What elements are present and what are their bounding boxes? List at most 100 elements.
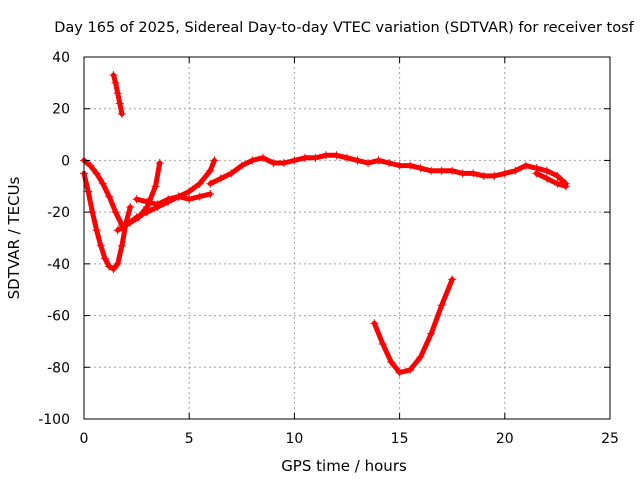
data-point bbox=[437, 301, 446, 310]
x-tick-label: 5 bbox=[185, 431, 194, 447]
data-point bbox=[151, 182, 160, 191]
data-point bbox=[458, 169, 467, 178]
y-tick-label: -60 bbox=[47, 309, 70, 325]
data-point bbox=[532, 169, 541, 178]
data-point bbox=[290, 156, 299, 165]
data-point bbox=[311, 153, 320, 162]
y-tick-label: -100 bbox=[38, 412, 70, 428]
data-point bbox=[126, 202, 135, 211]
y-tick-label: -40 bbox=[47, 257, 70, 273]
data-point bbox=[143, 208, 152, 217]
x-tick-label: 15 bbox=[391, 431, 409, 447]
x-tick-label: 25 bbox=[601, 431, 619, 447]
x-axis-label: GPS time / hours bbox=[281, 457, 407, 475]
data-point bbox=[117, 109, 126, 118]
data-point bbox=[279, 159, 288, 168]
data-point bbox=[542, 166, 551, 175]
data-point bbox=[500, 169, 509, 178]
data-point bbox=[143, 197, 152, 206]
data-point bbox=[542, 174, 551, 183]
x-tick-label: 0 bbox=[80, 431, 89, 447]
series-arc-7 bbox=[206, 151, 570, 188]
series-arc-8 bbox=[532, 169, 570, 191]
y-tick-label: -80 bbox=[47, 360, 70, 376]
x-tick-label: 20 bbox=[496, 431, 514, 447]
data-point bbox=[86, 161, 95, 170]
series-line bbox=[533, 170, 569, 189]
y-tick-label: 40 bbox=[52, 50, 70, 66]
data-point bbox=[387, 358, 396, 367]
data-point bbox=[427, 166, 436, 175]
axis-ticks bbox=[83, 56, 611, 420]
data-point bbox=[521, 161, 530, 170]
y-tick-label: 0 bbox=[61, 153, 70, 169]
data-point bbox=[105, 192, 114, 201]
data-point bbox=[111, 208, 120, 217]
data-point bbox=[132, 195, 141, 204]
data-point bbox=[490, 171, 499, 180]
data-point bbox=[374, 156, 383, 165]
data-point bbox=[122, 221, 131, 230]
data-point bbox=[353, 156, 362, 165]
data-point bbox=[115, 99, 124, 108]
data-point bbox=[216, 174, 225, 183]
grid bbox=[83, 56, 611, 420]
y-axis-label: SDTVAR / TECUs bbox=[5, 176, 23, 299]
x-tick-label: 10 bbox=[285, 431, 303, 447]
y-tick-labels: 40 20 0 -20 -40 -60 -80 -100 bbox=[38, 50, 70, 428]
data-point bbox=[321, 151, 330, 160]
data-point bbox=[553, 179, 562, 188]
data-point bbox=[406, 365, 415, 374]
data-point bbox=[195, 192, 204, 201]
data-point bbox=[117, 241, 126, 250]
chart-title: Day 165 of 2025, Sidereal Day-to-day VTE… bbox=[54, 20, 634, 36]
data-point bbox=[185, 195, 194, 204]
data-point bbox=[479, 171, 488, 180]
data-point bbox=[395, 368, 404, 377]
data-point bbox=[84, 187, 93, 196]
data-point bbox=[109, 265, 118, 274]
data-point bbox=[153, 200, 162, 209]
data-point bbox=[553, 171, 562, 180]
data-point bbox=[343, 153, 351, 162]
y-tick-label: 20 bbox=[52, 102, 70, 118]
data-point bbox=[364, 159, 373, 168]
series-arc-6 bbox=[132, 190, 215, 209]
data-points bbox=[80, 71, 570, 377]
data-point bbox=[105, 262, 114, 271]
data-point bbox=[96, 241, 105, 250]
series-line bbox=[207, 152, 569, 187]
data-point bbox=[378, 340, 387, 349]
data-point bbox=[385, 159, 394, 168]
data-point bbox=[416, 164, 425, 173]
data-point bbox=[448, 166, 457, 175]
series-arc-1 bbox=[109, 71, 126, 118]
x-tick-labels: 0 5 10 15 20 25 bbox=[80, 431, 619, 447]
data-point bbox=[370, 319, 379, 328]
data-point bbox=[416, 352, 425, 361]
data-point bbox=[210, 156, 219, 165]
data-point bbox=[109, 71, 118, 80]
data-point bbox=[237, 161, 246, 170]
data-point bbox=[195, 179, 204, 188]
data-point bbox=[206, 179, 215, 188]
data-point bbox=[511, 166, 520, 175]
data-point bbox=[164, 195, 173, 204]
data-point bbox=[155, 159, 164, 168]
data-point bbox=[98, 179, 107, 188]
data-point bbox=[113, 259, 122, 268]
data-point bbox=[185, 187, 194, 196]
data-point bbox=[448, 275, 457, 284]
data-point bbox=[92, 226, 101, 235]
data-point bbox=[174, 192, 183, 201]
data-point bbox=[113, 226, 122, 235]
data-point bbox=[113, 89, 122, 98]
data-point bbox=[427, 329, 436, 338]
data-point bbox=[111, 78, 120, 87]
data-point bbox=[132, 213, 141, 222]
series-arc-9 bbox=[370, 275, 457, 377]
y-tick-label: -20 bbox=[47, 205, 70, 221]
series-line bbox=[371, 276, 455, 375]
data-point bbox=[248, 156, 257, 165]
data-point bbox=[469, 169, 478, 178]
